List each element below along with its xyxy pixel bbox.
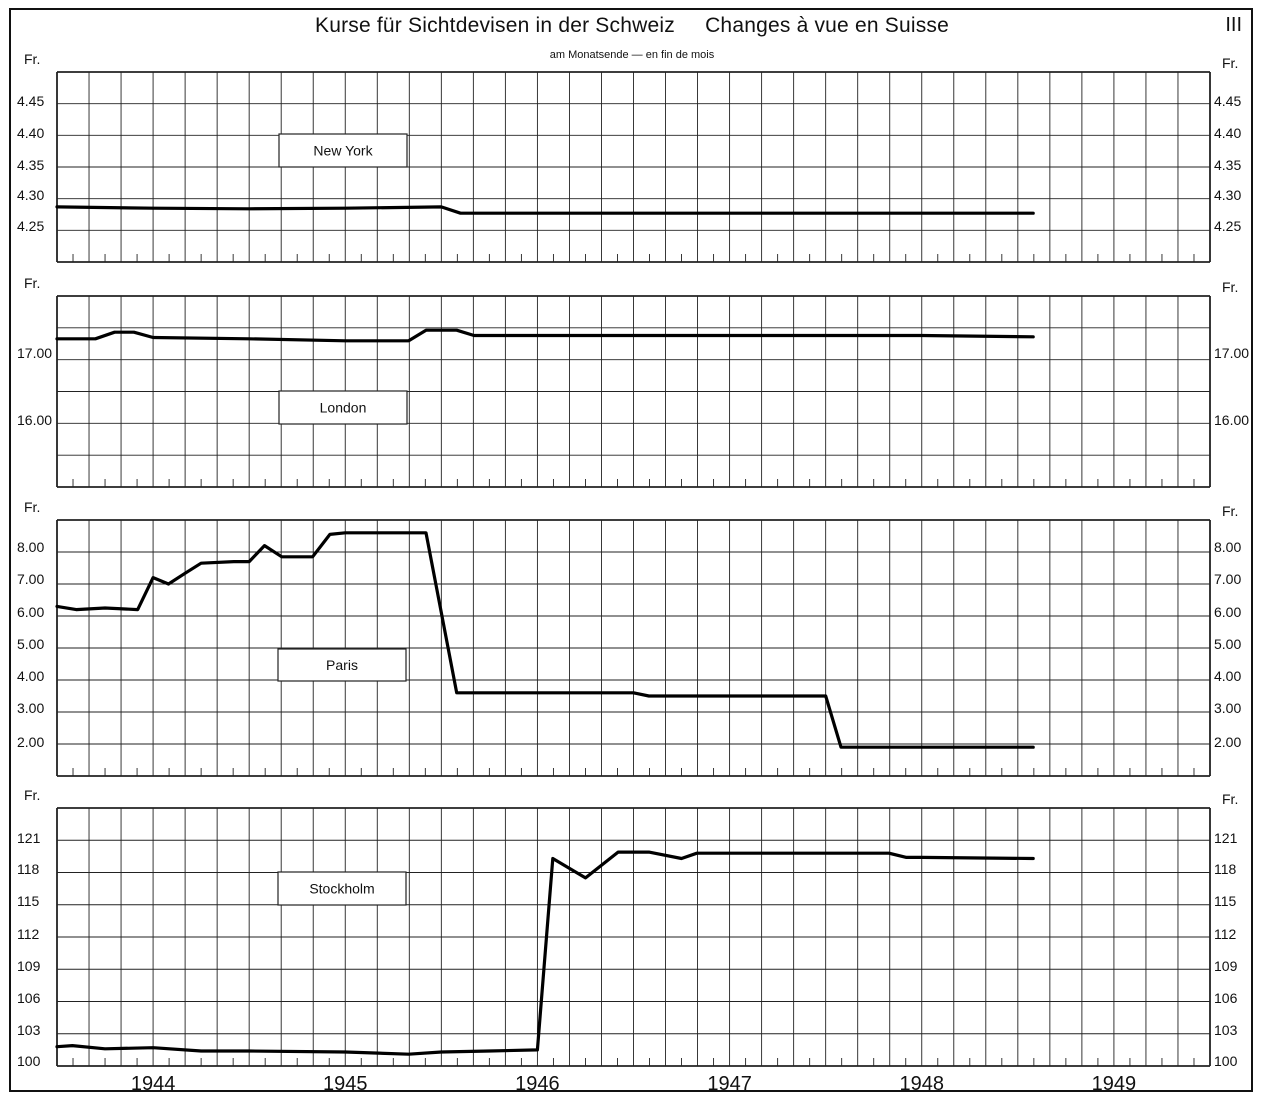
page-number: III bbox=[1225, 14, 1242, 36]
series-label: Paris bbox=[326, 657, 358, 673]
y-tick-label-left: 115 bbox=[17, 893, 40, 909]
y-tick-label-right: 4.25 bbox=[1214, 218, 1241, 234]
y-axis-unit-right: Fr. bbox=[1222, 279, 1238, 295]
y-tick-label-right: 121 bbox=[1214, 830, 1238, 846]
y-axis-unit-right: Fr. bbox=[1222, 503, 1238, 519]
y-tick-label-right: 106 bbox=[1214, 990, 1238, 1006]
y-tick-label-right: 4.35 bbox=[1214, 157, 1241, 173]
y-tick-label-left: 4.40 bbox=[17, 125, 44, 141]
series-line bbox=[55, 328, 1035, 343]
y-tick-label-right: 8.00 bbox=[1214, 539, 1241, 555]
y-tick-label-right: 2.00 bbox=[1214, 734, 1241, 750]
x-axis-year-label: 1944 bbox=[131, 1073, 176, 1095]
x-axis-year-label: 1948 bbox=[900, 1073, 945, 1095]
y-axis-unit-right: Fr. bbox=[1222, 55, 1238, 71]
y-tick-label-left: 106 bbox=[17, 990, 41, 1006]
y-axis-unit-left: Fr. bbox=[24, 275, 40, 291]
y-tick-label-left: 112 bbox=[17, 926, 40, 942]
y-tick-label-right: 17.00 bbox=[1214, 345, 1249, 361]
series-label: New York bbox=[313, 143, 373, 159]
x-axis-year-label: 1946 bbox=[515, 1073, 560, 1095]
x-axis-year-label: 1945 bbox=[323, 1073, 368, 1095]
y-tick-label-left: 4.30 bbox=[17, 187, 44, 203]
y-tick-label-right: 103 bbox=[1214, 1022, 1238, 1038]
series-label-box bbox=[278, 390, 408, 425]
y-axis-unit-left: Fr. bbox=[24, 51, 40, 67]
series-label-box bbox=[277, 871, 407, 906]
series-label-box bbox=[277, 648, 407, 682]
y-tick-label-left: 6.00 bbox=[17, 604, 44, 620]
y-tick-label-left: 16.00 bbox=[17, 412, 52, 428]
series-line bbox=[55, 850, 1035, 1056]
y-tick-label-left: 17.00 bbox=[17, 345, 52, 361]
y-tick-label-right: 4.30 bbox=[1214, 187, 1241, 203]
chart-subtitle: am Monatsende — en fin de mois bbox=[549, 49, 715, 61]
y-tick-label-left: 100 bbox=[17, 1053, 41, 1069]
y-tick-label-left: 109 bbox=[17, 958, 41, 974]
series-line bbox=[55, 205, 1035, 215]
y-tick-label-left: 4.45 bbox=[17, 93, 44, 109]
y-tick-label-right: 5.00 bbox=[1214, 636, 1241, 652]
chart-frame bbox=[9, 8, 1253, 1092]
x-axis-year-label: 1947 bbox=[707, 1073, 752, 1095]
y-tick-label-right: 115 bbox=[1214, 893, 1237, 909]
y-tick-label-left: 2.00 bbox=[17, 734, 44, 750]
y-tick-label-right: 100 bbox=[1214, 1053, 1238, 1069]
y-tick-label-left: 103 bbox=[17, 1022, 41, 1038]
y-tick-label-left: 3.00 bbox=[17, 700, 44, 716]
y-tick-label-right: 109 bbox=[1214, 958, 1238, 974]
y-tick-label-right: 4.40 bbox=[1214, 125, 1241, 141]
series-label-box bbox=[278, 133, 408, 168]
chart-title: Kurse für Sichtdevisen in der Schweiz Ch… bbox=[315, 14, 949, 37]
y-axis-unit-left: Fr. bbox=[24, 499, 40, 515]
y-tick-label-right: 4.00 bbox=[1214, 668, 1241, 684]
y-tick-label-right: 112 bbox=[1214, 926, 1237, 942]
y-tick-label-left: 4.35 bbox=[17, 157, 44, 173]
y-tick-label-left: 4.25 bbox=[17, 218, 44, 234]
y-tick-label-left: 121 bbox=[17, 830, 41, 846]
y-axis-unit-left: Fr. bbox=[24, 787, 40, 803]
y-tick-label-right: 6.00 bbox=[1214, 604, 1241, 620]
y-tick-label-right: 16.00 bbox=[1214, 412, 1249, 428]
y-tick-label-left: 7.00 bbox=[17, 571, 44, 587]
x-axis-year-label: 1949 bbox=[1092, 1073, 1137, 1095]
series-line bbox=[55, 531, 1035, 749]
y-tick-label-left: 8.00 bbox=[17, 539, 44, 555]
y-tick-label-right: 7.00 bbox=[1214, 571, 1241, 587]
series-label: Stockholm bbox=[309, 881, 374, 897]
y-tick-label-right: 3.00 bbox=[1214, 700, 1241, 716]
series-label: London bbox=[320, 400, 367, 416]
y-tick-label-left: 118 bbox=[17, 861, 40, 877]
y-tick-label-left: 5.00 bbox=[17, 636, 44, 652]
y-tick-label-right: 118 bbox=[1214, 861, 1237, 877]
y-tick-label-left: 4.00 bbox=[17, 668, 44, 684]
y-tick-label-right: 4.45 bbox=[1214, 93, 1241, 109]
y-axis-unit-right: Fr. bbox=[1222, 791, 1238, 807]
